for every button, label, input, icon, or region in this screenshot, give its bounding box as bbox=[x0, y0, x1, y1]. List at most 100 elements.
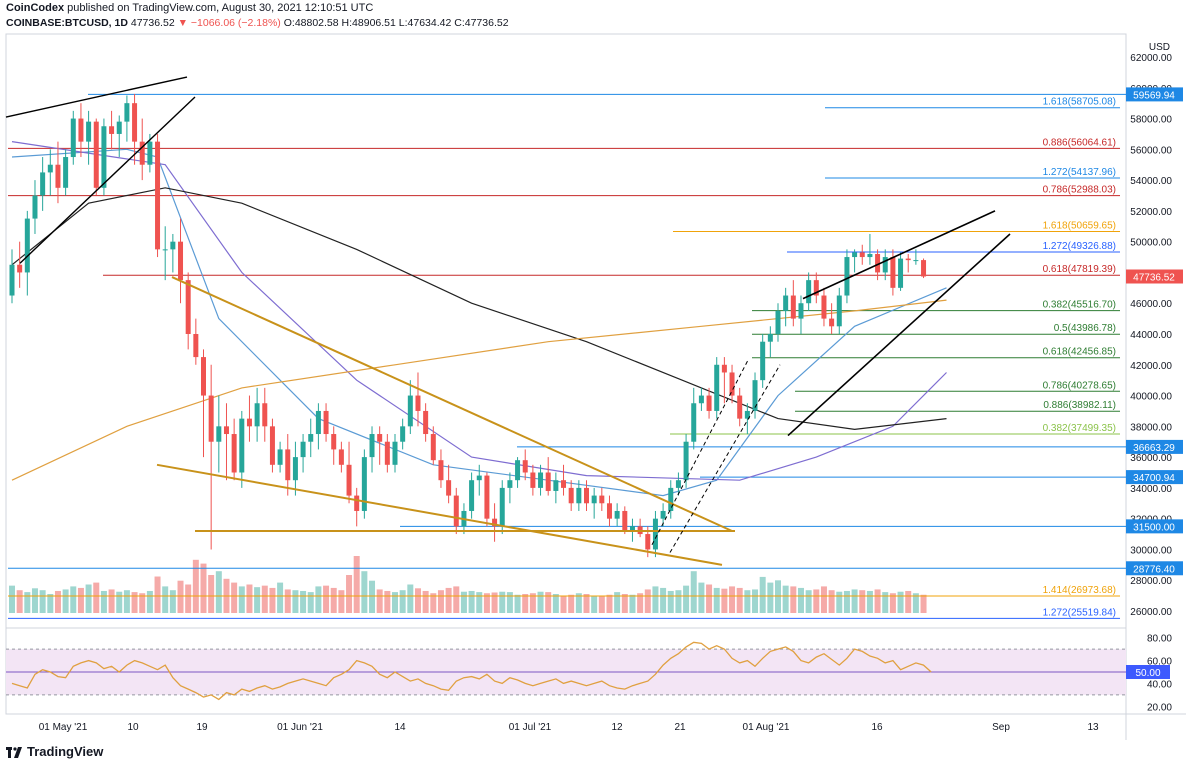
candle-body bbox=[752, 380, 758, 411]
candle-body bbox=[775, 310, 781, 334]
candle-body bbox=[538, 472, 544, 488]
volume-bar bbox=[346, 575, 353, 613]
volume-bar bbox=[131, 592, 138, 613]
level-price-badge bbox=[1126, 439, 1183, 454]
volume-bar bbox=[545, 592, 552, 613]
volume-bar bbox=[123, 590, 130, 613]
candle-body bbox=[308, 434, 314, 442]
volume-bar bbox=[315, 586, 322, 613]
candle-body bbox=[453, 495, 459, 527]
volume-bar bbox=[392, 592, 398, 613]
candle-body bbox=[499, 487, 505, 527]
volume-bar bbox=[713, 587, 720, 613]
volume-bar bbox=[192, 559, 199, 613]
volume-bar bbox=[499, 591, 506, 613]
date-tick-label: 19 bbox=[196, 722, 208, 733]
level-price-label: 34700.94 bbox=[1133, 473, 1175, 484]
candle-body bbox=[446, 480, 452, 496]
volume-bar bbox=[460, 591, 467, 613]
volume-bar bbox=[775, 580, 781, 613]
volume-bar bbox=[529, 593, 536, 613]
price-change: −1066.06 (−2.18%) bbox=[190, 17, 281, 29]
candle-body bbox=[178, 241, 184, 281]
volume-bar bbox=[215, 571, 222, 613]
volume-bar bbox=[683, 585, 690, 613]
volume-bar bbox=[54, 590, 61, 613]
candle-body bbox=[55, 164, 61, 188]
fib-level-label: 0.618(47819.39) bbox=[1043, 264, 1116, 275]
volume-bar bbox=[369, 580, 376, 613]
price-tick-label: 52000.00 bbox=[1130, 207, 1172, 218]
candle-body bbox=[568, 487, 574, 504]
published-text: published on TradingView.com, August 30,… bbox=[67, 2, 374, 14]
price-tick-label: 38000.00 bbox=[1130, 422, 1172, 433]
moving-average-line bbox=[11, 299, 947, 481]
candle-body bbox=[384, 441, 390, 465]
volume-bar bbox=[9, 585, 15, 613]
volume-bar bbox=[414, 588, 421, 613]
fib-level-label: 0.786(52988.03) bbox=[1043, 185, 1116, 196]
candle-body bbox=[40, 172, 46, 196]
volume-bar bbox=[752, 589, 759, 613]
volume-bar bbox=[721, 588, 728, 613]
volume-bar bbox=[292, 590, 299, 613]
candle-body bbox=[576, 487, 582, 504]
volume-bar bbox=[575, 593, 582, 613]
volume-bar bbox=[614, 592, 621, 613]
candle-body bbox=[231, 434, 237, 473]
volume-bar bbox=[376, 589, 383, 613]
candle-body bbox=[208, 395, 214, 442]
candle-body bbox=[155, 141, 161, 250]
price-tick-label: 62000.00 bbox=[1130, 53, 1172, 64]
volume-bar bbox=[889, 593, 896, 613]
down-arrow-icon: ▼ bbox=[177, 17, 188, 29]
volume-bar bbox=[169, 590, 176, 613]
candle-body bbox=[790, 295, 796, 319]
volume-bar bbox=[843, 590, 850, 613]
candle-body bbox=[415, 395, 421, 411]
candle-body bbox=[629, 526, 635, 531]
fib-level-label: 0.5(43986.78) bbox=[1054, 323, 1116, 334]
candle-body bbox=[522, 460, 528, 473]
candle-body bbox=[484, 475, 490, 519]
level-price-label: 36663.29 bbox=[1133, 443, 1175, 454]
date-tick-label: 01 Jun '21 bbox=[277, 722, 323, 733]
ohlc-open: O:48802.58 bbox=[283, 17, 339, 29]
volume-bar bbox=[859, 590, 866, 613]
symbol-name[interactable]: COINBASE:BTCUSD, 1D bbox=[6, 17, 128, 29]
price-tick-label: 42000.00 bbox=[1130, 361, 1172, 372]
rsi-line bbox=[11, 641, 932, 701]
candle-body bbox=[744, 410, 750, 419]
volume-bar bbox=[399, 590, 406, 613]
candle-body bbox=[606, 503, 612, 519]
price-tick-label: 28000.00 bbox=[1130, 576, 1172, 587]
volume-bar bbox=[637, 593, 644, 613]
volume-bar bbox=[759, 576, 766, 613]
wedge-lower-line bbox=[156, 463, 723, 566]
last-price: 47736.52 bbox=[130, 17, 175, 29]
last-price-badge bbox=[1126, 269, 1183, 284]
rsi-tick-label: 40.00 bbox=[1147, 679, 1172, 690]
tradingview-brand: TradingView bbox=[27, 744, 104, 759]
candle-body bbox=[875, 253, 881, 273]
volume-bar bbox=[790, 586, 797, 613]
volume-bar bbox=[698, 582, 705, 613]
volume-bar bbox=[537, 591, 544, 613]
candle-body bbox=[767, 334, 773, 342]
candle-body bbox=[246, 418, 252, 427]
price-tick-label: 58000.00 bbox=[1130, 115, 1172, 126]
candle-body bbox=[921, 260, 927, 277]
volume-bar bbox=[338, 590, 345, 613]
date-tick-label: Sep bbox=[992, 722, 1010, 733]
volume-bar bbox=[453, 586, 460, 613]
candle-body bbox=[737, 395, 743, 419]
volume-bar bbox=[782, 585, 789, 613]
volume-bar bbox=[384, 590, 391, 613]
candle-body bbox=[829, 318, 835, 327]
date-tick-label: 21 bbox=[674, 722, 686, 733]
volume-bar bbox=[116, 591, 123, 613]
candle-body bbox=[292, 457, 298, 481]
candle-body bbox=[323, 410, 329, 435]
fib-level-label: 0.382(37499.35) bbox=[1043, 423, 1116, 434]
